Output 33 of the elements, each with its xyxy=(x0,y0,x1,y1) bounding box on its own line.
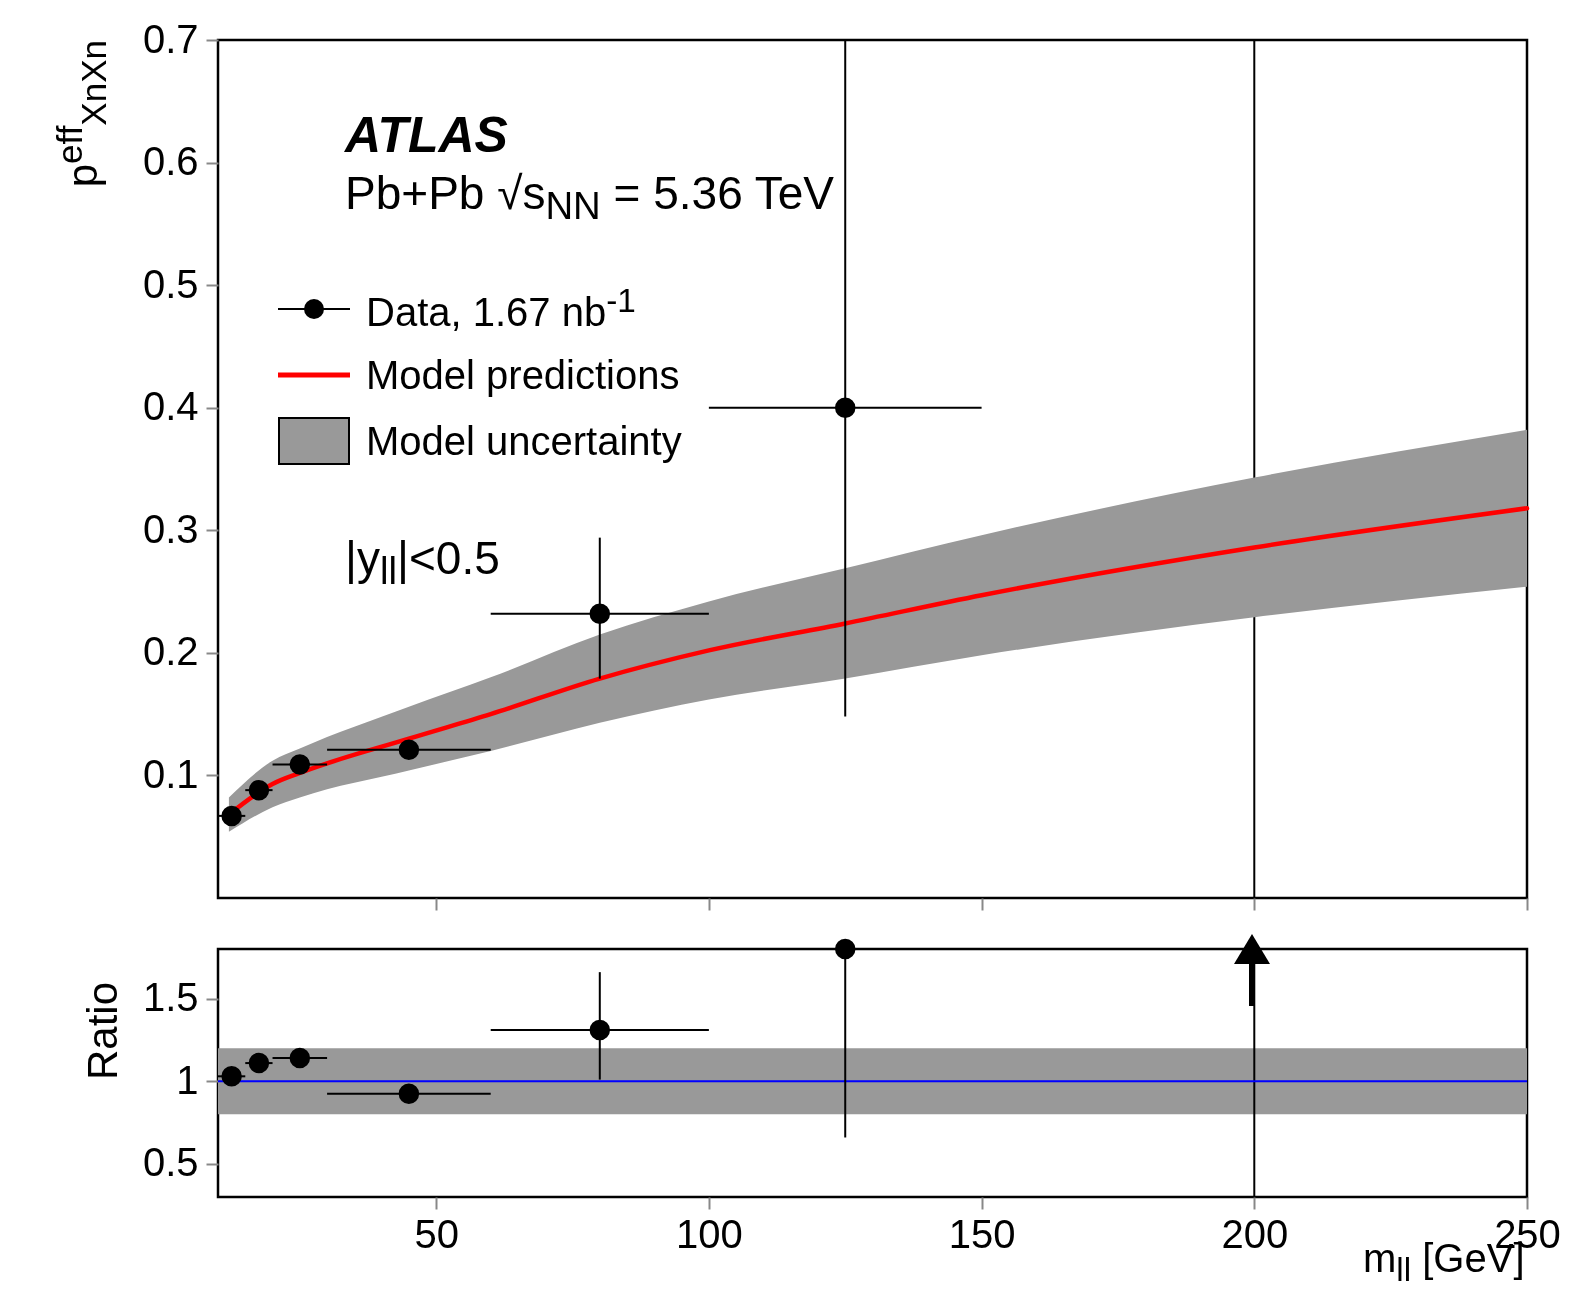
y-tick-label: 0.4 xyxy=(142,384,199,429)
point xyxy=(398,739,420,760)
legend-label: Model predictions xyxy=(366,352,680,398)
point xyxy=(248,1052,270,1074)
point xyxy=(289,754,311,775)
y-tick-label: 0.1 xyxy=(142,751,199,796)
y-tick-label: 0.6 xyxy=(142,139,199,184)
point xyxy=(589,1019,611,1041)
x-tick-label: 150 xyxy=(948,1211,1016,1256)
point xyxy=(834,938,856,960)
y-tick-label: 1 xyxy=(176,1057,199,1102)
annotation: Model uncertainty xyxy=(366,418,682,464)
point xyxy=(398,1083,420,1104)
annotation: ATLAS xyxy=(345,107,508,163)
y-tick-label: 0.2 xyxy=(142,629,199,674)
point xyxy=(248,779,270,801)
y-tick-label: 0.3 xyxy=(142,506,199,551)
annotation: Pb+Pb √s$_{NN}$ = 5.36 TeV xyxy=(345,167,834,228)
x-tick-label: 100 xyxy=(676,1211,743,1256)
point xyxy=(221,1066,242,1087)
y-axis-title: Ratio xyxy=(79,982,126,1081)
y-tick-label: 1.5 xyxy=(142,975,199,1020)
point xyxy=(834,397,856,418)
annotation: |y$_{ll}$|<0.5 xyxy=(345,532,500,593)
point xyxy=(589,603,611,624)
y-tick-label: 0.5 xyxy=(142,1140,199,1185)
point xyxy=(221,805,242,827)
legend-label: Data, 1.67 nb$^{-1}$ xyxy=(366,282,636,336)
x-tick-label: 200 xyxy=(1221,1211,1289,1256)
y-tick-label: 0.5 xyxy=(142,261,199,306)
point xyxy=(289,1047,311,1069)
x-tick-label: 50 xyxy=(414,1211,459,1256)
y-tick-label: 0.7 xyxy=(142,16,199,61)
